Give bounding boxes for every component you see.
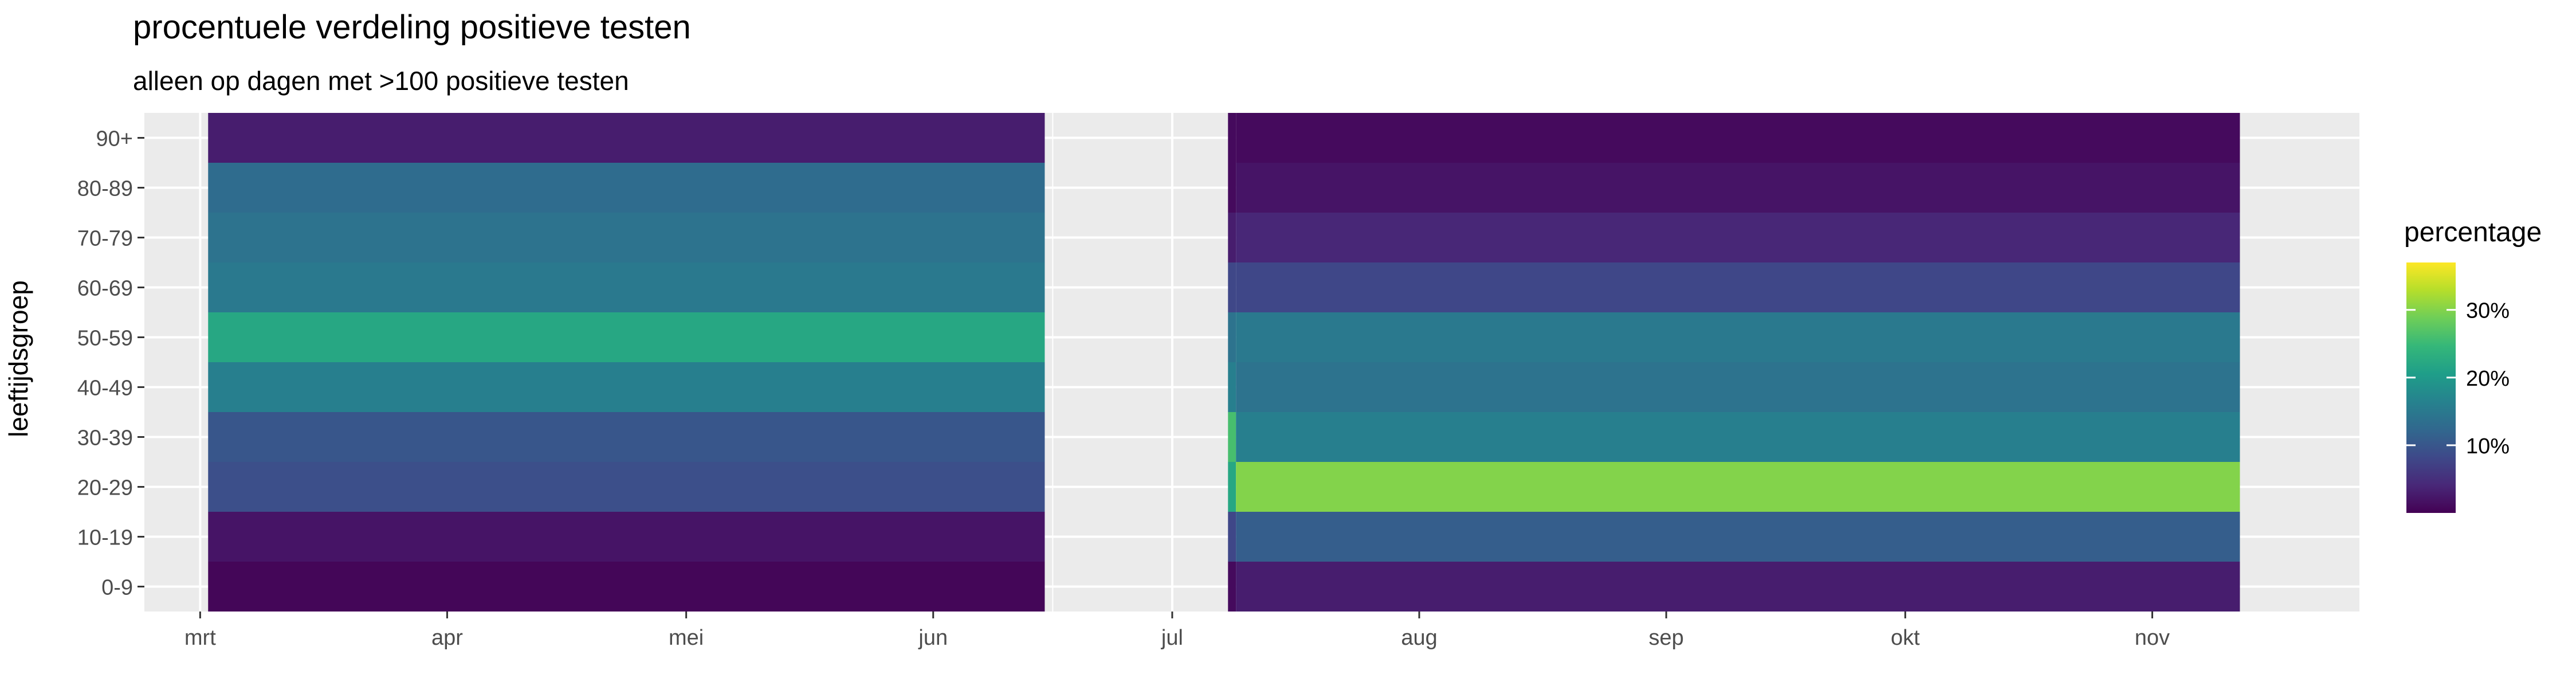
heatmap-tile-2-30-39 bbox=[1236, 412, 2240, 462]
heatmap-tile-2-0-9 bbox=[1236, 562, 2240, 612]
x-tick-label-sep: sep bbox=[1648, 626, 1683, 650]
heatmap-tile-0-30-39 bbox=[208, 412, 1045, 462]
y-tick-label-90+: 90+ bbox=[96, 127, 133, 151]
heatmap-tile-1-0-9 bbox=[1228, 562, 1236, 612]
heatmap-tile-0-70-79 bbox=[208, 213, 1045, 262]
heatmap-tile-2-40-49 bbox=[1236, 362, 2240, 412]
x-tick-label-jun: jun bbox=[918, 626, 948, 650]
legend-title: percentage bbox=[2404, 217, 2542, 248]
heatmap-tile-0-20-29 bbox=[208, 462, 1045, 512]
heatmap-tile-0-40-49 bbox=[208, 362, 1045, 412]
x-tick-label-nov: nov bbox=[2135, 626, 2170, 650]
x-tick-label-jul: jul bbox=[1161, 626, 1183, 650]
chart-title: procentuele verdeling positieve testen bbox=[133, 9, 691, 46]
legend-label-20%: 20% bbox=[2466, 367, 2510, 391]
y-tick-label-50-59: 50-59 bbox=[77, 327, 133, 351]
x-tick-label-mei: mei bbox=[669, 626, 704, 650]
y-tick-label-30-39: 30-39 bbox=[77, 426, 133, 450]
heatmap-tile-2-90+ bbox=[1236, 113, 2240, 163]
heatmap-tile-1-40-49 bbox=[1228, 362, 1236, 412]
heatmap-tile-2-50-59 bbox=[1236, 312, 2240, 362]
heatmap-tile-1-60-69 bbox=[1228, 262, 1236, 312]
heatmap-tile-2-70-79 bbox=[1236, 213, 2240, 262]
heatmap-tile-1-70-79 bbox=[1228, 213, 1236, 262]
heatmap-tile-2-20-29 bbox=[1236, 462, 2240, 512]
heatmap-tile-2-80-89 bbox=[1236, 163, 2240, 213]
y-tick-label-40-49: 40-49 bbox=[77, 377, 133, 401]
y-tick-label-0-9: 0-9 bbox=[101, 576, 133, 600]
heatmap-tile-1-20-29 bbox=[1228, 462, 1236, 512]
y-tick-label-10-19: 10-19 bbox=[77, 526, 133, 550]
heatmap-tile-0-0-9 bbox=[208, 562, 1045, 612]
y-tick-label-20-29: 20-29 bbox=[77, 476, 133, 500]
x-tick-label-mrt: mrt bbox=[184, 626, 216, 650]
y-tick-label-60-69: 60-69 bbox=[77, 277, 133, 301]
y-tick-label-80-89: 80-89 bbox=[77, 177, 133, 201]
heatmap-tile-0-90+ bbox=[208, 113, 1045, 163]
x-tick-label-apr: apr bbox=[431, 626, 463, 650]
legend-label-10%: 10% bbox=[2466, 434, 2510, 458]
heatmap-tile-0-80-89 bbox=[208, 163, 1045, 213]
heatmap-tile-0-50-59 bbox=[208, 312, 1045, 362]
legend-label-30%: 30% bbox=[2466, 299, 2510, 323]
heatmap-tile-2-60-69 bbox=[1236, 262, 2240, 312]
x-tick-label-okt: okt bbox=[1891, 626, 1920, 650]
heatmap-tile-1-10-19 bbox=[1228, 512, 1236, 562]
chart-subtitle: alleen op dagen met >100 positieve teste… bbox=[133, 66, 629, 96]
heatmap-tile-0-10-19 bbox=[208, 512, 1045, 562]
heatmap-tile-2-10-19 bbox=[1236, 512, 2240, 562]
x-tick-label-aug: aug bbox=[1401, 626, 1437, 650]
y-tick-label-70-79: 70-79 bbox=[77, 227, 133, 251]
heatmap-tile-0-60-69 bbox=[208, 262, 1045, 312]
heatmap-tile-1-50-59 bbox=[1228, 312, 1236, 362]
heatmap-tile-1-30-39 bbox=[1228, 412, 1236, 462]
heatmap-tile-1-80-89 bbox=[1228, 163, 1236, 213]
legend-colorbar bbox=[2406, 262, 2456, 513]
heatmap-tile-1-90+ bbox=[1228, 113, 1236, 163]
